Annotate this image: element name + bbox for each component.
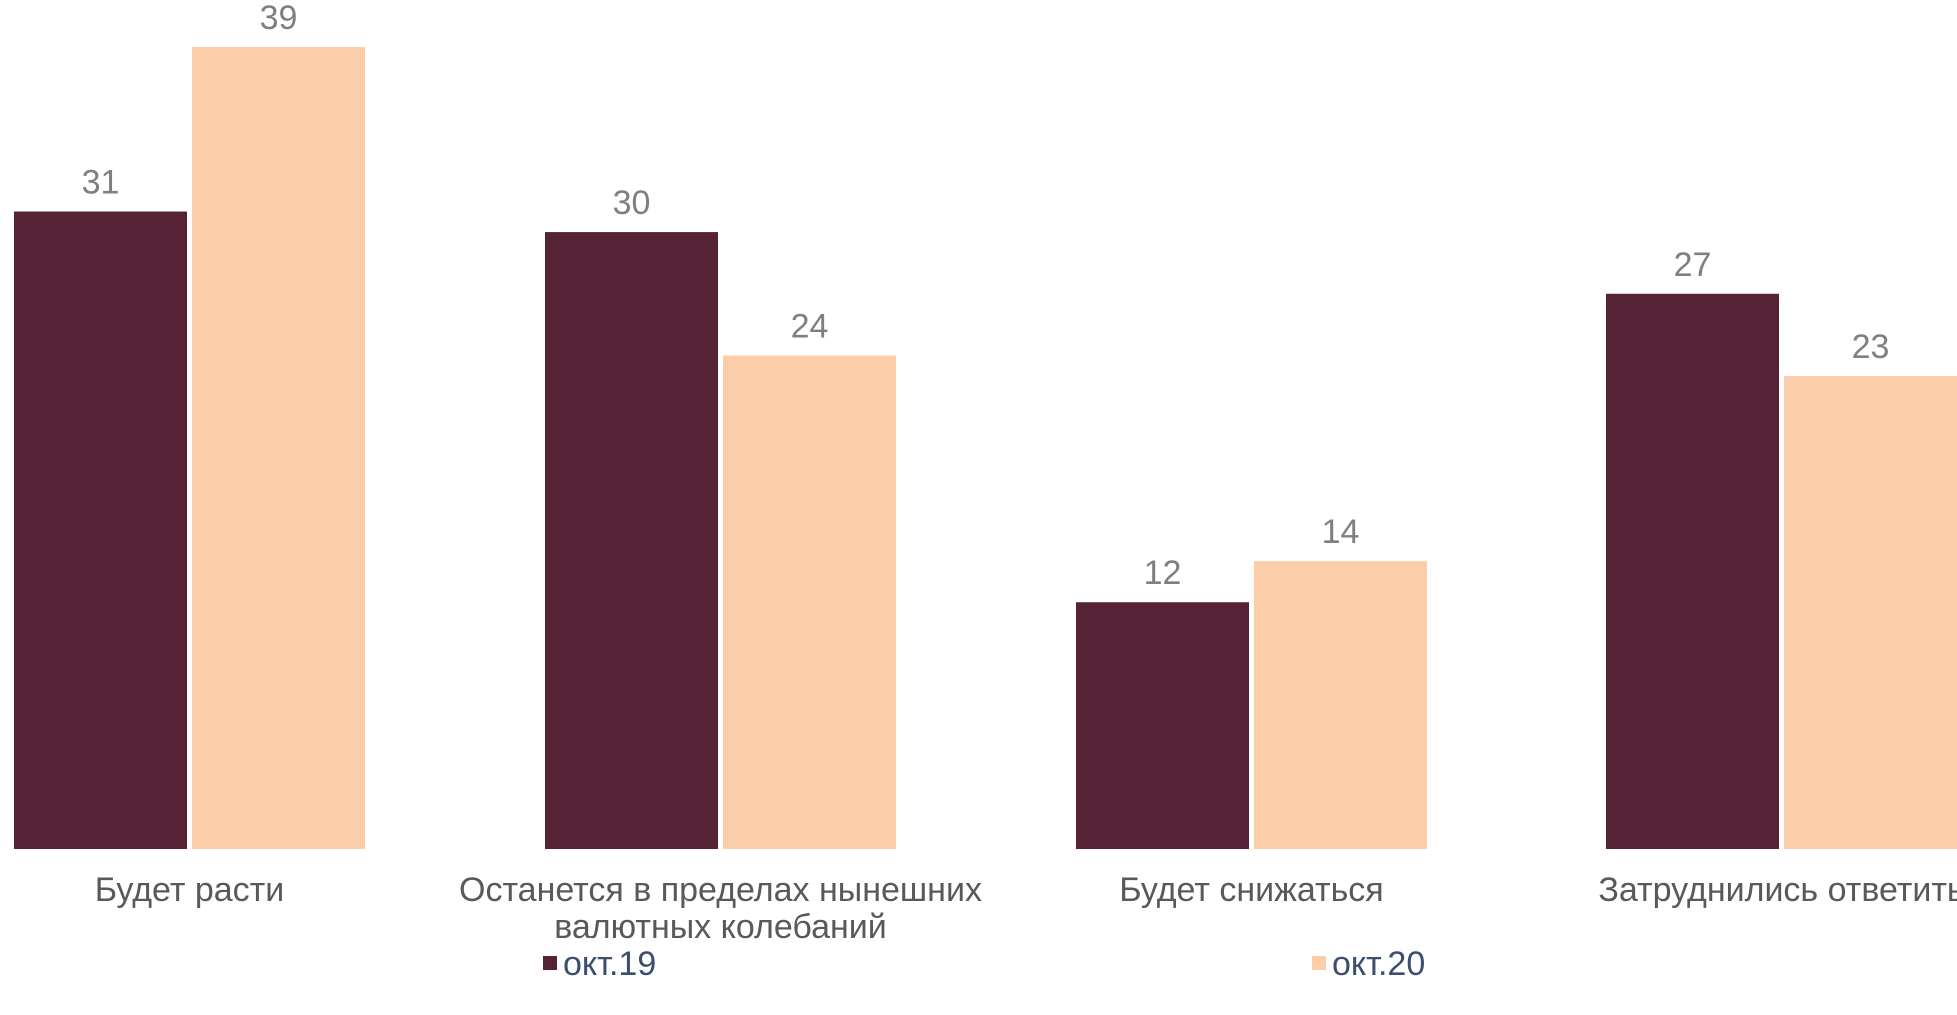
legend-swatch xyxy=(1312,956,1326,970)
legend-swatch xyxy=(543,956,557,970)
bar-1-3 xyxy=(1076,602,1249,849)
bar-1-4 xyxy=(1606,293,1779,849)
category-labels-layer: Будет расти Останется в пределах нынешних… xyxy=(95,871,1957,946)
legend-label: окт.19 xyxy=(563,945,656,983)
bar-2-2 xyxy=(723,355,896,849)
value-label: 23 xyxy=(1852,328,1890,366)
value-labels-layer: 31 39 30 24 12 14 27 23 xyxy=(82,0,1890,592)
category-label: Останется в пределах нынешних xyxy=(459,871,982,909)
value-label: 12 xyxy=(1144,554,1182,592)
category-label: валютных колебаний xyxy=(554,908,887,946)
value-label: 27 xyxy=(1674,246,1712,284)
value-label: 31 xyxy=(82,164,120,202)
category-label: Будет расти xyxy=(95,871,284,909)
value-label: 39 xyxy=(260,0,298,37)
value-label: 30 xyxy=(613,184,651,222)
bar-1-1 xyxy=(14,211,187,849)
legend-label: окт.20 xyxy=(1332,945,1425,983)
bar-2-3 xyxy=(1254,561,1427,849)
bar-2-1 xyxy=(192,47,365,849)
bar-2-4 xyxy=(1784,376,1957,849)
value-label: 14 xyxy=(1322,513,1360,551)
category-label: Будет снижаться xyxy=(1119,871,1383,909)
bar-1-2 xyxy=(545,232,718,850)
legend: окт.19 окт.20 xyxy=(543,945,1425,983)
bars-layer xyxy=(14,47,1957,850)
category-label: Затруднились ответить xyxy=(1598,871,1957,909)
value-label: 24 xyxy=(791,307,829,345)
